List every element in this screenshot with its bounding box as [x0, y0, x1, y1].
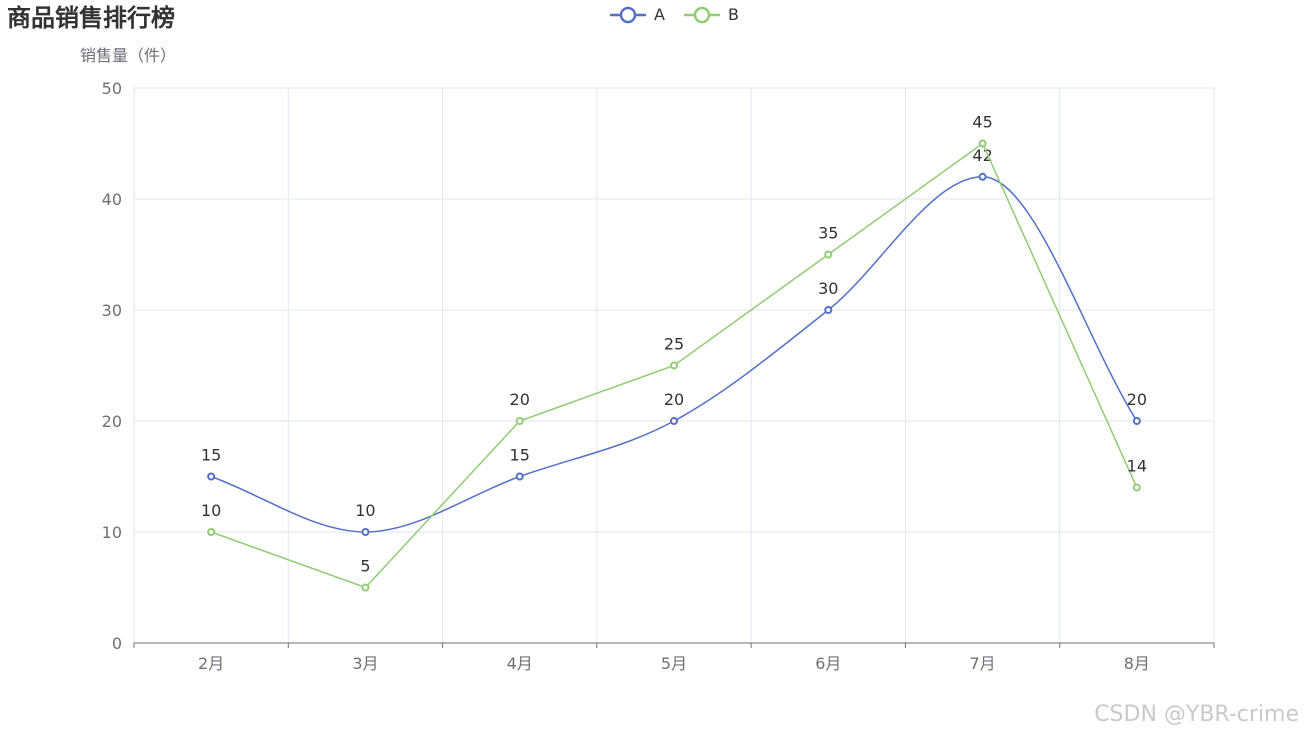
- data-point[interactable]: [1132, 417, 1141, 425]
- data-point[interactable]: [207, 528, 216, 536]
- x-tick-label: 6月: [815, 654, 841, 673]
- data-point[interactable]: [670, 361, 678, 370]
- data-label: 15: [201, 446, 221, 465]
- y-tick-label: 40: [102, 190, 122, 209]
- series-B: 10 5 20 25 35 45 14: [201, 113, 1147, 592]
- data-point[interactable]: [361, 528, 370, 536]
- y-tick-label: 20: [102, 412, 122, 431]
- series-group: 15 10 15 20 30 42 20 10 5 20 25 35 45 14: [201, 113, 1147, 592]
- legend-item-A[interactable]: A: [610, 5, 665, 24]
- y-tick-label: 30: [102, 301, 122, 320]
- y-tick-label: 50: [102, 79, 122, 98]
- data-point[interactable]: [978, 139, 987, 148]
- data-point[interactable]: [978, 172, 987, 181]
- data-label: 30: [818, 279, 838, 298]
- data-label: 20: [1127, 390, 1147, 409]
- data-point[interactable]: [515, 417, 524, 425]
- data-point[interactable]: [361, 583, 370, 592]
- axes: 0 10 20 30 40 50 2月 3月 4月 5月 6月 7月 8月: [102, 79, 1215, 673]
- data-point[interactable]: [824, 306, 833, 314]
- grid-lines: [133, 87, 1215, 643]
- y-tick-label: 10: [102, 523, 122, 542]
- x-tick-label: 5月: [661, 654, 687, 673]
- data-label: 10: [201, 501, 221, 520]
- data-label: 42: [972, 146, 992, 165]
- data-point[interactable]: [670, 417, 678, 425]
- data-label: 25: [664, 335, 684, 354]
- data-label: 20: [510, 390, 530, 409]
- x-tick-label: 7月: [969, 654, 995, 673]
- x-tick-label: 8月: [1124, 654, 1150, 673]
- y-tick-label: 0: [112, 634, 122, 653]
- legend-item-B[interactable]: B: [684, 5, 739, 24]
- data-label: 14: [1127, 457, 1147, 476]
- data-label: 5: [360, 557, 370, 576]
- series-A: 15 10 15 20 30 42 20: [201, 146, 1147, 536]
- x-tick-label: 3月: [352, 654, 378, 673]
- chart-title: 商品销售排行榜: [7, 4, 175, 32]
- data-point[interactable]: [1132, 483, 1141, 492]
- watermark: CSDN @YBR-crime: [1094, 702, 1299, 727]
- legend-label: B: [728, 5, 739, 24]
- x-tick-label: 4月: [507, 654, 533, 673]
- legend-marker-icon: [693, 6, 711, 24]
- legend-label: A: [654, 5, 665, 24]
- data-label: 15: [510, 446, 530, 465]
- data-label: 45: [972, 113, 992, 132]
- y-axis-label: 销售量（件）: [80, 46, 176, 65]
- data-point[interactable]: [207, 472, 216, 481]
- data-label: 10: [355, 501, 375, 520]
- x-tick-label: 2月: [198, 654, 224, 673]
- data-point[interactable]: [824, 250, 833, 259]
- data-label: 35: [818, 224, 838, 243]
- data-point[interactable]: [515, 472, 524, 481]
- series-line-A: [210, 176, 1138, 533]
- data-label: 20: [664, 390, 684, 409]
- legend-marker-icon: [619, 6, 637, 24]
